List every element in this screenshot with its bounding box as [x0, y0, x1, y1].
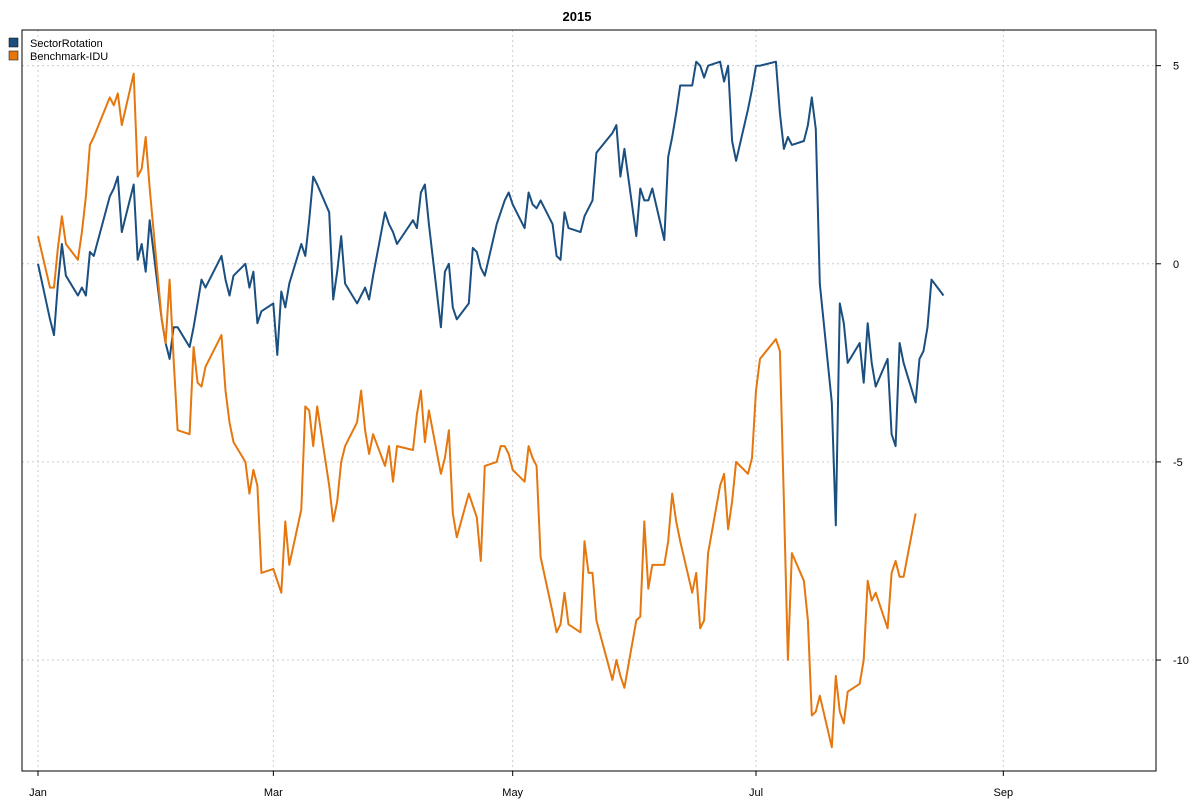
x-tick-label: Sep [994, 787, 1014, 799]
series-lines [37, 60, 945, 749]
legend-label: Benchmark-IDU [30, 51, 108, 63]
x-tick-label: Mar [264, 787, 283, 799]
x-tick-label: Jul [749, 787, 763, 799]
y-tick-label: 5 [1173, 61, 1179, 73]
x-axis: Jan Mar May Jul Sep [29, 771, 1013, 799]
legend-label: SectorRotation [30, 38, 103, 50]
chart-title: 2015 [563, 9, 592, 24]
y-tick-label: -10 [1173, 655, 1189, 667]
y-tick-label: 0 [1173, 259, 1179, 271]
legend-swatch [8, 50, 19, 61]
x-tick-label: Jan [29, 787, 47, 799]
x-tick-label: May [502, 787, 523, 799]
legend-swatch [8, 37, 19, 48]
series-line-benchmark-idu [37, 72, 917, 749]
y-axis: 5 0 -5 -10 [1156, 61, 1189, 667]
plot-border [21, 29, 1157, 772]
series-line-sectorrotation [37, 60, 945, 527]
y-tick-label: -5 [1173, 457, 1183, 469]
